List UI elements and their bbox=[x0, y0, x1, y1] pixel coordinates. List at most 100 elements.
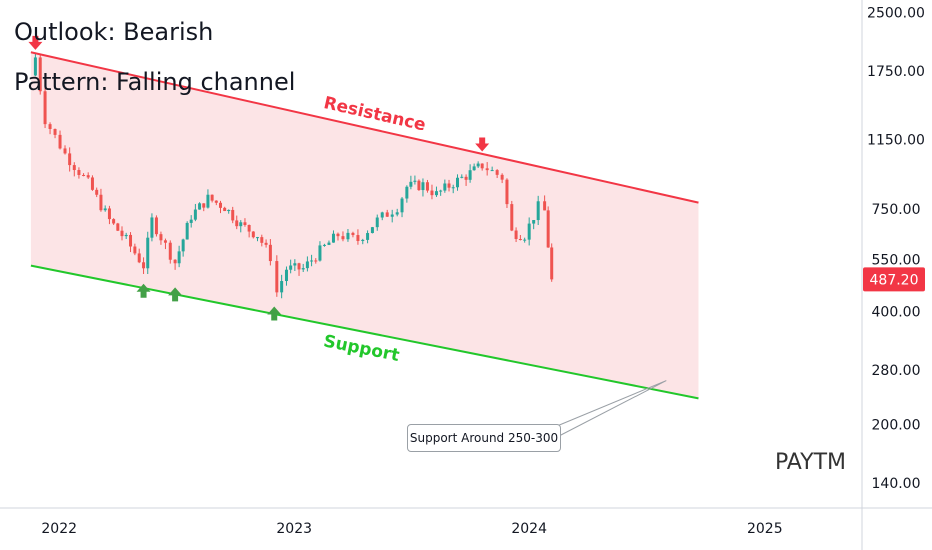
candle-body bbox=[235, 220, 239, 227]
candle-body bbox=[43, 91, 47, 125]
last-price-label: 487.20 bbox=[870, 272, 919, 288]
y-tick-label: 1150.00 bbox=[867, 132, 925, 148]
candle-body bbox=[129, 234, 133, 247]
candle-body bbox=[185, 222, 189, 240]
candle-body bbox=[206, 194, 210, 208]
channel-fill bbox=[30, 52, 699, 399]
candle-body bbox=[189, 219, 193, 223]
candle-body bbox=[439, 190, 443, 192]
candle-body bbox=[550, 247, 554, 280]
candle-body bbox=[464, 176, 468, 180]
candle-body bbox=[385, 212, 389, 217]
candle-body bbox=[280, 281, 284, 293]
resistance-line[interactable] bbox=[30, 51, 699, 204]
outlook-label: Outlook: Bearish bbox=[14, 18, 214, 46]
candle-body bbox=[490, 170, 494, 172]
candle-body bbox=[231, 209, 235, 221]
candle-body bbox=[173, 259, 177, 264]
candle-body bbox=[301, 268, 305, 270]
candle-body bbox=[142, 262, 146, 269]
candle-body bbox=[430, 190, 434, 196]
candle-body bbox=[63, 148, 67, 154]
candle-body bbox=[443, 183, 447, 191]
candle-body bbox=[243, 222, 247, 225]
candle-body bbox=[181, 239, 185, 252]
candle-body bbox=[532, 220, 536, 224]
candle-body bbox=[103, 208, 107, 211]
x-tick-label: 2025 bbox=[747, 521, 783, 537]
x-tick-label: 2022 bbox=[41, 521, 77, 537]
candle-body bbox=[48, 124, 52, 129]
candle-body bbox=[116, 223, 120, 231]
candle-body bbox=[472, 166, 476, 171]
y-tick-label: 200.00 bbox=[872, 418, 921, 434]
candles bbox=[33, 53, 554, 299]
candle-body bbox=[137, 253, 141, 263]
candle-body bbox=[434, 191, 438, 196]
y-tick-label: 2500.00 bbox=[867, 6, 925, 22]
candle-body bbox=[514, 230, 518, 239]
x-tick-label: 2023 bbox=[276, 521, 312, 537]
callout-leader bbox=[556, 380, 667, 437]
y-tick-label: 550.00 bbox=[872, 253, 921, 269]
candle-body bbox=[150, 217, 154, 238]
candle-body bbox=[322, 244, 326, 246]
candle-body bbox=[546, 210, 550, 248]
candle-body bbox=[163, 240, 167, 243]
candle-body bbox=[370, 227, 374, 234]
candle-body bbox=[425, 182, 429, 191]
x-tick-label: 2024 bbox=[511, 521, 547, 537]
candle-body bbox=[395, 212, 399, 215]
candle-body bbox=[251, 231, 255, 238]
candle-body bbox=[366, 233, 370, 240]
candle-body bbox=[193, 209, 197, 220]
candle-body bbox=[112, 219, 116, 224]
candle-body bbox=[456, 177, 460, 188]
candle-body bbox=[356, 235, 360, 242]
last-price-tag bbox=[863, 267, 925, 292]
candle-body bbox=[405, 186, 409, 199]
candle-body bbox=[289, 265, 293, 270]
candle-body bbox=[500, 174, 504, 180]
candle-body bbox=[198, 203, 202, 210]
candle-body bbox=[421, 182, 425, 191]
candle-body bbox=[460, 176, 464, 178]
candle-body bbox=[124, 234, 128, 237]
candle-body bbox=[495, 170, 499, 175]
candle-body bbox=[214, 200, 218, 203]
candle-body bbox=[90, 177, 94, 190]
candle-body bbox=[390, 214, 394, 217]
candle-body bbox=[327, 242, 331, 245]
y-tick-label: 280.00 bbox=[872, 363, 921, 379]
candle-body bbox=[99, 194, 103, 211]
candle-body bbox=[318, 245, 322, 261]
candle-body bbox=[331, 233, 335, 243]
candle-body bbox=[260, 237, 264, 243]
candle-body bbox=[68, 153, 72, 166]
ticker-symbol: PAYTM bbox=[774, 450, 846, 475]
candle-body bbox=[58, 134, 62, 149]
candle-body bbox=[447, 183, 451, 188]
support-touch-arrow bbox=[267, 306, 282, 321]
candle-body bbox=[451, 187, 455, 189]
support-touch-arrow bbox=[168, 287, 183, 302]
candle-body bbox=[210, 194, 214, 201]
candle-body bbox=[239, 222, 243, 227]
y-tick-label: 1750.00 bbox=[867, 64, 925, 80]
candle-body bbox=[154, 217, 158, 235]
candle-body bbox=[95, 189, 99, 195]
resistance-touch-arrow bbox=[475, 137, 490, 152]
y-tick-label: 400.00 bbox=[872, 305, 921, 321]
candle-body bbox=[505, 179, 509, 205]
candle-body bbox=[284, 269, 288, 282]
support-touch-arrow bbox=[136, 283, 151, 298]
candle-body bbox=[120, 230, 124, 237]
support-callout: Support Around 250-300 bbox=[407, 424, 561, 452]
candle-body bbox=[77, 170, 81, 175]
candle-body bbox=[218, 202, 222, 208]
candle-body bbox=[351, 232, 355, 236]
candle-body bbox=[72, 165, 76, 171]
y-tick-label: 140.00 bbox=[872, 476, 921, 492]
